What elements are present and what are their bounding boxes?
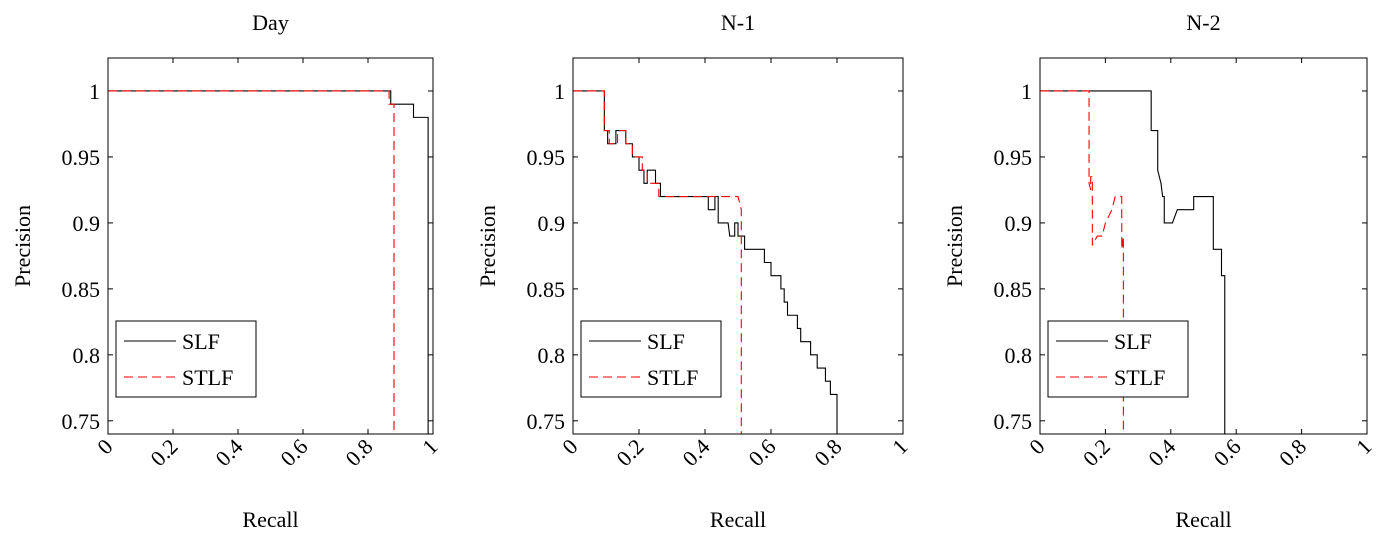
chart-title: N-2 (1186, 10, 1220, 35)
x-axis-label: Recall (710, 507, 766, 531)
plot-area-frame (572, 57, 904, 435)
legend: SLF STLF (580, 320, 722, 398)
y-tick-label: 1 (1021, 79, 1032, 104)
legend-label-slf: SLF (182, 329, 220, 354)
x-tick-label: 0.8 (340, 434, 377, 471)
series-line-slf (108, 90, 429, 434)
y-tick-label: 0.75 (994, 409, 1033, 434)
legend: SLF STLF (1047, 320, 1189, 398)
x-tick-label: 1 (417, 434, 442, 459)
x-tick-label: 0.2 (611, 434, 648, 471)
chart-title: Day (252, 10, 289, 35)
y-tick-label: 0.95 (994, 145, 1033, 170)
chart-panel-1: Day 0.75 0.8 0.85 0.9 0.95 1 0 0.2 0.4 0.6 0.8 1 Reca… (10, 10, 443, 532)
y-tick-label: 0.8 (1005, 343, 1033, 368)
series-line-slf (1040, 90, 1226, 434)
plot-area-frame (1039, 57, 1368, 435)
x-tick-label: 1 (887, 434, 912, 459)
plot-area-frame (107, 57, 434, 435)
y-tick-label: 0.75 (527, 409, 566, 434)
legend-label-slf: SLF (647, 329, 685, 354)
x-axis-label: Recall (1175, 507, 1231, 531)
y-tick-label: 1 (554, 79, 565, 104)
x-tick-label: 0 (1024, 434, 1049, 459)
y-tick-label: 0.85 (527, 277, 566, 302)
x-tick-label: 0.8 (809, 434, 846, 471)
series-line-stlf (108, 90, 395, 434)
x-tick-label: 0.2 (1078, 434, 1115, 471)
legend-label-slf: SLF (1114, 329, 1152, 354)
y-axis-label: Precision (10, 205, 35, 287)
chart-panel-3: N-2 0.75 0.8 0.85 0.9 0.95 1 0 0.2 0.4 0.6 0.8 1 Reca… (942, 10, 1377, 532)
legend-label-stlf: STLF (647, 365, 698, 390)
legend-box (580, 320, 722, 398)
y-tick-label: 0.75 (62, 409, 101, 434)
y-tick-label: 0.9 (73, 211, 101, 236)
y-tick-label: 0.9 (538, 211, 566, 236)
x-tick-label: 0 (557, 434, 582, 459)
legend-label-stlf: STLF (1114, 365, 1165, 390)
y-tick-label: 0.8 (73, 343, 101, 368)
chart-title: N-1 (721, 10, 755, 35)
y-axis-label: Precision (942, 205, 967, 287)
x-tick-label: 0.6 (743, 434, 780, 471)
y-tick-label: 0.8 (538, 343, 566, 368)
x-tick-label: 0.6 (1209, 434, 1246, 471)
y-tick-label: 0.95 (527, 145, 566, 170)
series-line-stlf (1040, 90, 1124, 434)
legend: SLF STLF (115, 320, 257, 398)
legend-label-stlf: STLF (182, 365, 233, 390)
y-tick-label: 0.85 (62, 277, 101, 302)
y-tick-label: 0.95 (62, 145, 101, 170)
x-axis-label: Recall (242, 507, 298, 531)
x-tick-label: 1 (1351, 434, 1376, 459)
y-tick-label: 0.85 (994, 277, 1033, 302)
x-tick-label: 0 (92, 434, 117, 459)
chart-panel-2: N-1 0.75 0.8 0.85 0.9 0.95 1 0 0.2 0.4 0.6 0.8 1 Reca… (475, 10, 913, 532)
y-tick-label: 0.9 (1005, 211, 1033, 236)
series-line-stlf (573, 90, 742, 434)
x-tick-label: 0.8 (1274, 434, 1311, 471)
x-tick-label: 0.4 (1143, 434, 1180, 471)
y-axis-label: Precision (475, 205, 500, 287)
x-tick-label: 0.2 (145, 434, 182, 471)
y-tick-label: 1 (89, 79, 100, 104)
legend-box (115, 320, 257, 398)
x-tick-label: 0.4 (677, 434, 714, 471)
x-tick-label: 0.6 (275, 434, 312, 471)
legend-box (1047, 320, 1189, 398)
x-tick-label: 0.4 (210, 434, 247, 471)
